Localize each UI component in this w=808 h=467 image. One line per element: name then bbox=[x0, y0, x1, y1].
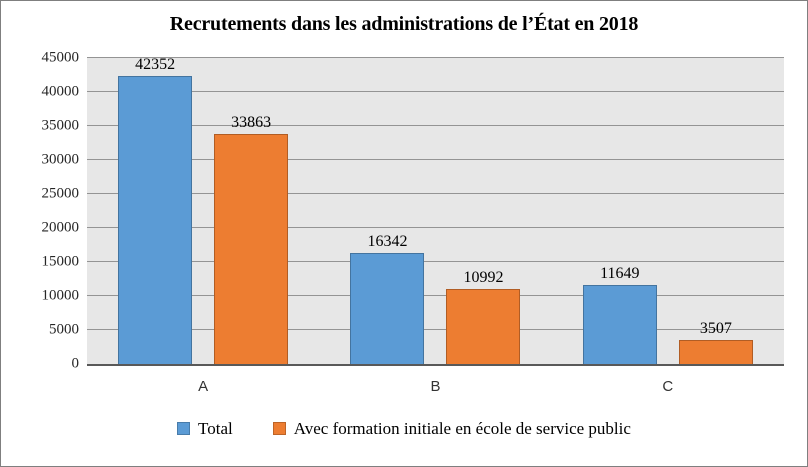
ytick-label-35000: 35000 bbox=[41, 117, 80, 134]
gridline-35000 bbox=[87, 125, 784, 126]
legend-swatch-icon bbox=[177, 422, 191, 435]
bar-value-label: 16342 bbox=[367, 232, 408, 250]
bar-formation-A: 33863 bbox=[214, 114, 289, 364]
legend-item-formation: Avec formation initiale en école de serv… bbox=[272, 419, 631, 438]
bars-row: 42352 33863 16342 10992 11649 3507 bbox=[87, 57, 784, 364]
bar-value-label: 42352 bbox=[135, 56, 176, 74]
plot-area bbox=[87, 57, 784, 366]
gridline-45000 bbox=[87, 57, 784, 58]
bar-formation-B: 10992 bbox=[446, 270, 521, 364]
y-axis: 0 5000 10000 15000 20000 25000 30000 35000 40000… bbox=[1, 50, 80, 371]
bar-total-C: 11649 bbox=[582, 265, 657, 364]
bar-value-label: 3507 bbox=[699, 320, 732, 338]
bar-value-label: 33863 bbox=[231, 113, 272, 131]
bar-group-B: 16342 10992 bbox=[319, 58, 551, 364]
category-label-C: C bbox=[662, 378, 674, 395]
bar-group-C: 11649 3507 bbox=[552, 58, 784, 364]
chart-title: Recrutements dans les administrations de… bbox=[169, 13, 639, 35]
ytick-label-30000: 30000 bbox=[41, 151, 80, 168]
bar-total-B: 16342 bbox=[350, 233, 425, 364]
ytick-label-40000: 40000 bbox=[41, 83, 80, 100]
gridline-20000 bbox=[87, 227, 784, 229]
x-axis: A B C bbox=[87, 378, 784, 395]
ytick-label-25000: 25000 bbox=[41, 185, 80, 202]
bar-total-A: 42352 bbox=[118, 57, 193, 364]
gridline-10000 bbox=[87, 295, 784, 297]
legend: Total Avec formation initiale en école de… bbox=[1, 420, 807, 437]
bar-formation-C: 3507 bbox=[678, 321, 753, 364]
ytick-label-45000: 45000 bbox=[41, 49, 80, 66]
legend-label: Total bbox=[198, 419, 233, 438]
legend-swatch-icon bbox=[272, 422, 286, 435]
gridline-25000 bbox=[87, 193, 784, 194]
legend-label: Avec formation initiale en école de serv… bbox=[293, 419, 631, 438]
gridline-30000 bbox=[87, 159, 784, 160]
bar-group-A: 42352 33863 bbox=[87, 57, 319, 364]
gridline-15000 bbox=[87, 261, 784, 262]
ytick-label-10000: 10000 bbox=[41, 287, 80, 304]
ytick-label-5000: 5000 bbox=[49, 321, 79, 338]
bar-value-label: 11649 bbox=[600, 264, 640, 282]
ytick-label-0: 0 bbox=[71, 355, 80, 372]
category-label-B: B bbox=[430, 378, 441, 395]
gridline-5000 bbox=[87, 329, 784, 331]
ytick-label-20000: 20000 bbox=[41, 219, 80, 236]
bar-value-label: 10992 bbox=[463, 269, 504, 287]
legend-item-total: Total bbox=[177, 420, 233, 437]
ytick-label-15000: 15000 bbox=[41, 253, 80, 270]
category-label-A: A bbox=[198, 378, 209, 395]
gridline-40000 bbox=[87, 91, 784, 93]
